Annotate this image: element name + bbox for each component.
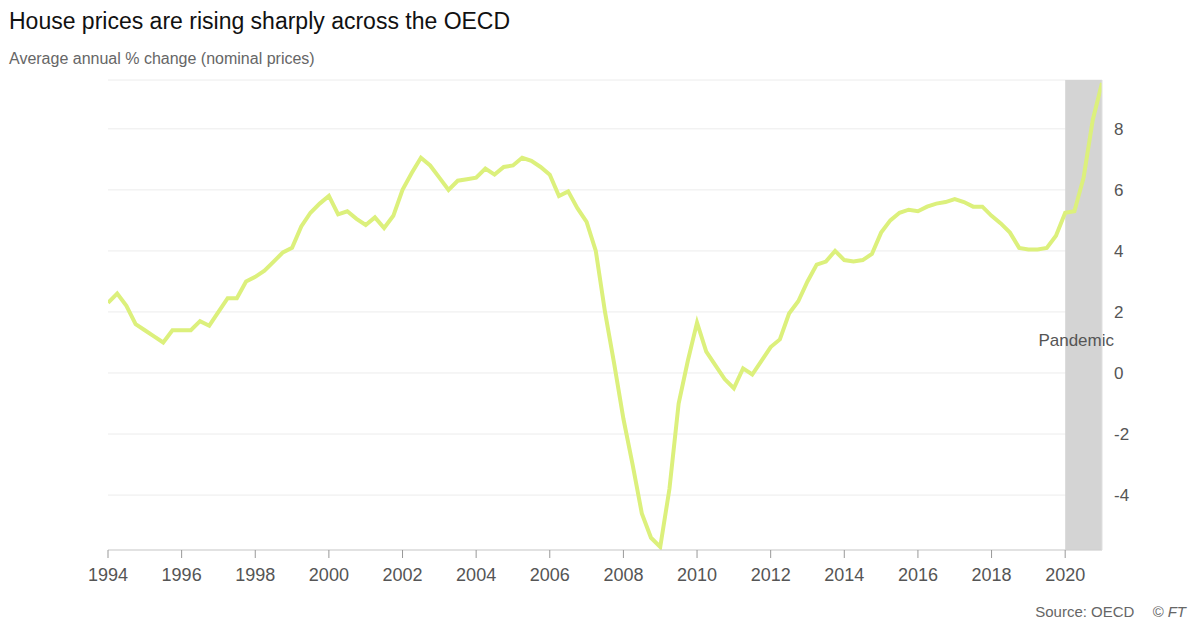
svg-text:2016: 2016 (898, 565, 938, 585)
svg-text:2012: 2012 (751, 565, 791, 585)
svg-text:2004: 2004 (456, 565, 496, 585)
svg-text:2018: 2018 (972, 565, 1012, 585)
html-text:House prices are rising sharpl: House prices are rising sharply across t… (9, 8, 511, 34)
svg-text:2008: 2008 (603, 565, 643, 585)
svg-text:1996: 1996 (162, 565, 202, 585)
svg-text:2: 2 (1114, 303, 1123, 322)
svg-text:4: 4 (1114, 242, 1123, 261)
html-text:Source: OECD: Source: OECD (1035, 603, 1135, 620)
svg-text:2014: 2014 (824, 565, 864, 585)
svg-text:2020: 2020 (1045, 565, 1085, 585)
svg-text:Pandemic: Pandemic (1038, 331, 1114, 350)
svg-text:-4: -4 (1114, 486, 1129, 505)
svg-text:2010: 2010 (677, 565, 717, 585)
svg-text:8: 8 (1114, 120, 1123, 139)
svg-text:6: 6 (1114, 181, 1123, 200)
svg-text:2002: 2002 (382, 565, 422, 585)
svg-text:2000: 2000 (309, 565, 349, 585)
svg-text:1998: 1998 (235, 565, 275, 585)
html-text:© FT: © FT (1152, 603, 1186, 620)
svg-text:2006: 2006 (530, 565, 570, 585)
html-text:Average annual % change (nomin: Average annual % change (nominal prices) (9, 50, 315, 67)
svg-text:-2: -2 (1114, 425, 1129, 444)
svg-text:0: 0 (1114, 364, 1123, 383)
svg-text:1994: 1994 (88, 565, 128, 585)
